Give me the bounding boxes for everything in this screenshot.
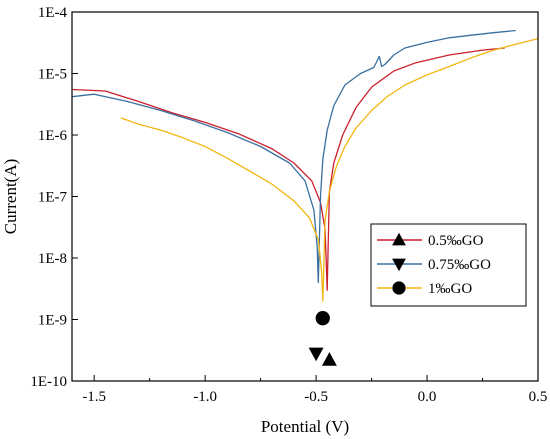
series-marker-2 — [308, 347, 324, 362]
series-line-1 — [72, 47, 505, 291]
legend-label-3: 1‰GO — [428, 281, 472, 297]
y-tick-label: 1E-10 — [30, 374, 67, 390]
plot-frame — [71, 11, 539, 382]
legend-marker-1 — [392, 232, 406, 246]
x-tick-label: 0.0 — [418, 389, 437, 405]
y-tick-label: 1E-7 — [38, 190, 68, 206]
y-tick-label: 1E-4 — [38, 5, 68, 21]
x-tick-label: -1.0 — [193, 389, 217, 405]
x-tick-label: -1.5 — [82, 389, 106, 405]
series-markers — [308, 311, 337, 366]
x-tick-label: 0.5 — [529, 389, 548, 405]
legend-marker-2 — [392, 258, 406, 272]
y-tick-label: 1E-9 — [38, 313, 67, 329]
y-axis: 1E-10 1E-9 1E-8 1E-7 1E-6 1E-5 1E-4 — [30, 5, 78, 390]
x-tick-label: -0.5 — [304, 389, 328, 405]
legend-label-2: 0.75‰GO — [428, 257, 491, 273]
x-axis: -1.5 -1.0 -0.5 0.0 0.5 — [82, 375, 547, 405]
y-tick-label: 1E-6 — [38, 128, 68, 144]
y-axis-title: Current(A) — [1, 159, 20, 235]
legend: 0.5‰GO 0.75‰GO 1‰GO — [370, 223, 527, 307]
series-line-2 — [72, 29, 516, 284]
y-tick-label: 1E-5 — [38, 67, 67, 83]
x-axis-title: Potential (V) — [261, 417, 349, 436]
series-line-3 — [120, 37, 538, 302]
series-marker-3 — [315, 311, 330, 326]
legend-label-1: 0.5‰GO — [428, 233, 484, 249]
legend-marker-3 — [392, 281, 406, 295]
series-lines — [72, 29, 538, 302]
y-tick-label: 1E-8 — [38, 251, 67, 267]
series-marker-1 — [321, 352, 337, 366]
